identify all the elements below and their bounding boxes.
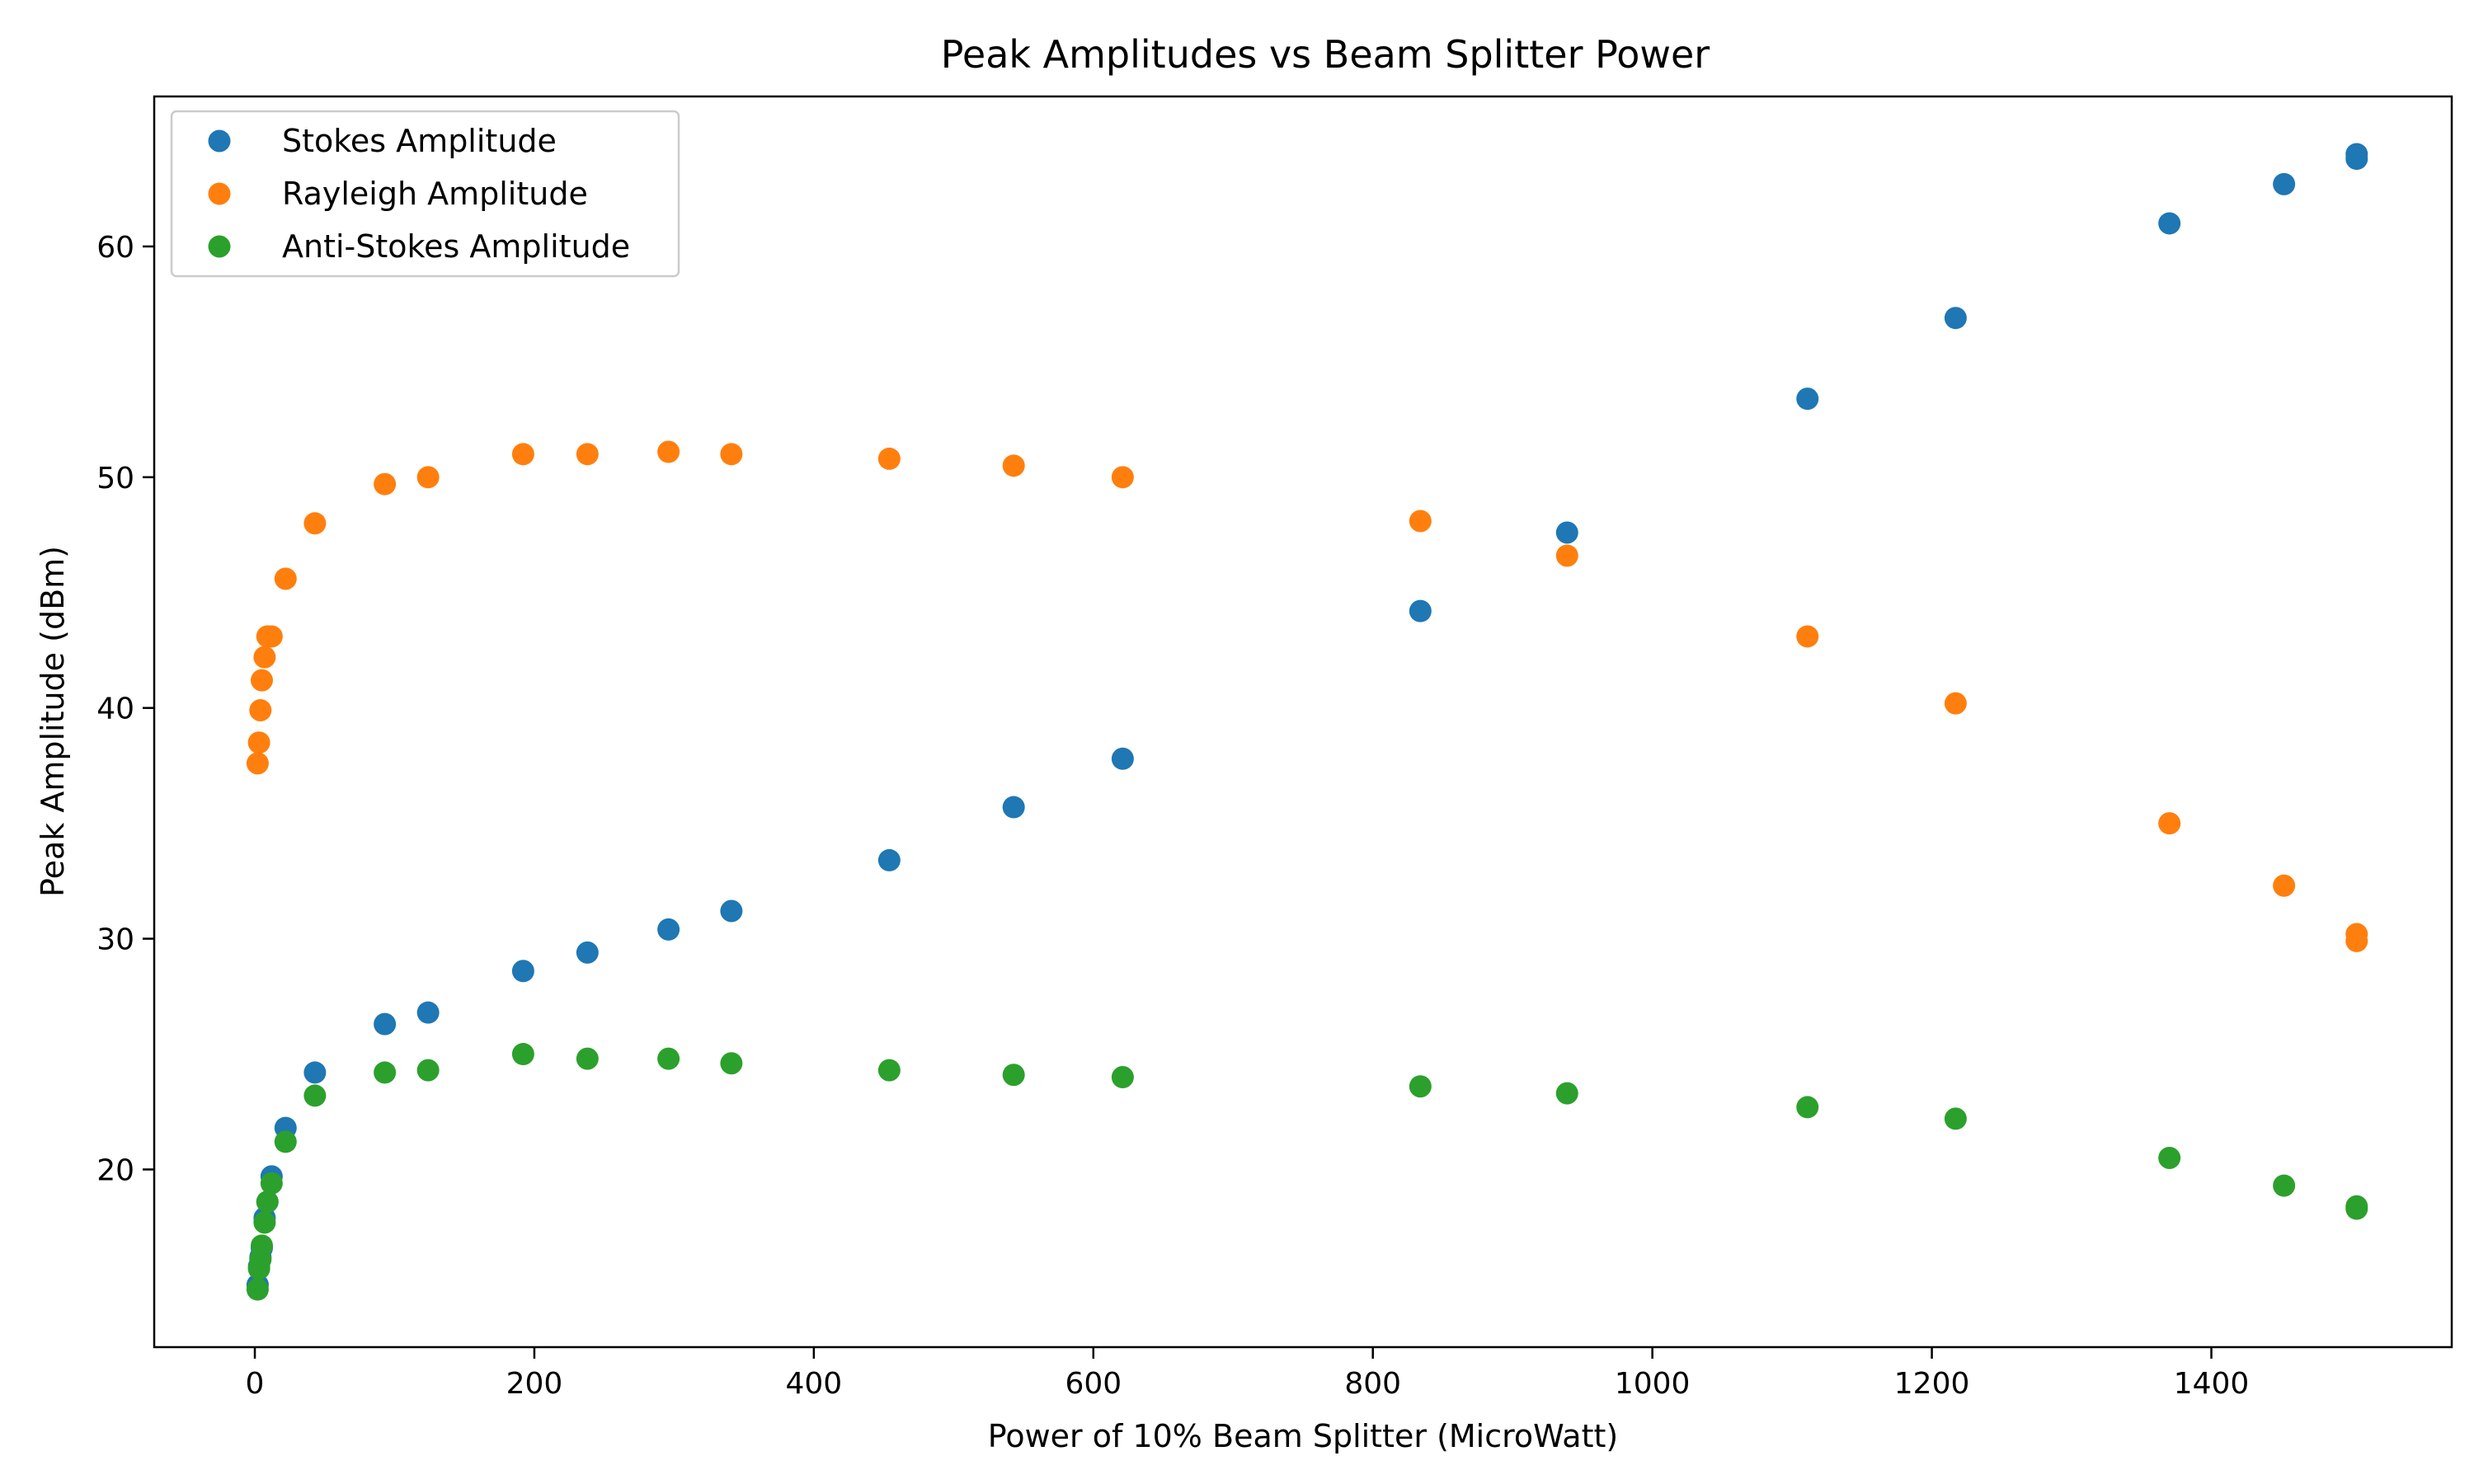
- data-point: [256, 1190, 279, 1214]
- x-tick-label: 0: [246, 1367, 265, 1401]
- data-point: [2345, 1197, 2368, 1220]
- data-point: [1944, 1107, 1967, 1130]
- y-tick-label: 30: [96, 923, 134, 957]
- data-point: [576, 941, 599, 964]
- data-point: [720, 1052, 743, 1075]
- data-point: [374, 1012, 397, 1036]
- data-point: [877, 848, 901, 871]
- legend-marker: [208, 182, 231, 205]
- data-point: [246, 1278, 269, 1301]
- data-point: [2158, 212, 2181, 235]
- x-tick-label: 1400: [2174, 1367, 2250, 1401]
- data-point: [720, 899, 743, 923]
- x-tick-label: 400: [786, 1367, 843, 1401]
- series-rayleigh-amplitude: [246, 440, 2368, 952]
- data-point: [1944, 307, 1967, 330]
- x-axis-ticks: 0 200 400 600 800 1000 1200 1400: [246, 1347, 2250, 1401]
- data-point: [249, 699, 272, 722]
- data-point: [1002, 796, 1025, 819]
- x-tick-label: 1200: [1894, 1367, 1970, 1401]
- data-point: [374, 472, 397, 495]
- data-point: [1002, 454, 1025, 477]
- data-point: [2158, 1146, 2181, 1169]
- data-point: [1796, 625, 1819, 648]
- data-point: [877, 447, 901, 470]
- legend-marker: [208, 235, 231, 258]
- plot-frame: [153, 95, 2453, 1349]
- legend-label: Anti-Stokes Amplitude: [282, 228, 630, 265]
- y-tick-label: 40: [96, 693, 134, 726]
- data-point: [274, 1130, 297, 1153]
- data-point: [303, 1084, 327, 1107]
- data-point: [1409, 510, 1432, 533]
- data-point: [1111, 747, 1134, 770]
- data-point: [2273, 172, 2296, 195]
- data-point: [274, 567, 297, 590]
- data-point: [250, 669, 273, 692]
- legend-label: Rayleigh Amplitude: [282, 176, 588, 212]
- y-axis-label: Peak Amplitude (dBm): [35, 546, 71, 897]
- data-point: [1002, 1064, 1025, 1087]
- data-point: [576, 1047, 599, 1070]
- legend-label: Stokes Amplitude: [282, 123, 557, 159]
- y-tick-label: 50: [96, 462, 134, 495]
- data-point: [1796, 1096, 1819, 1119]
- data-points: [246, 143, 2368, 1301]
- data-point: [1555, 544, 1578, 567]
- data-point: [720, 443, 743, 466]
- x-tick-label: 200: [506, 1367, 563, 1401]
- data-point: [253, 646, 276, 669]
- data-point: [250, 1234, 273, 1257]
- legend: Stokes Amplitude Rayleigh Amplitude Anti-S…: [170, 110, 680, 278]
- data-point: [2345, 148, 2368, 171]
- x-tick-label: 1000: [1615, 1367, 1691, 1401]
- data-point: [253, 1211, 276, 1234]
- legend-marker: [208, 129, 231, 153]
- data-point: [1111, 466, 1134, 489]
- y-axis-ticks: 20 30 40 50 60: [96, 231, 154, 1187]
- data-point: [657, 918, 680, 941]
- y-tick-label: 20: [96, 1153, 134, 1187]
- y-tick-label: 60: [96, 231, 134, 265]
- chart-title: Peak Amplitudes vs Beam Splitter Power: [941, 32, 1710, 77]
- data-point: [416, 1001, 440, 1024]
- data-point: [657, 440, 680, 463]
- data-point: [1111, 1066, 1134, 1089]
- data-point: [2273, 1174, 2296, 1197]
- data-point: [2345, 929, 2368, 952]
- x-tick-label: 800: [1344, 1367, 1401, 1401]
- series-anti-stokes-amplitude: [246, 1043, 2368, 1301]
- data-point: [1796, 387, 1819, 411]
- data-point: [416, 466, 440, 489]
- data-point: [246, 752, 269, 775]
- data-point: [303, 1061, 327, 1084]
- data-point: [511, 443, 534, 466]
- data-point: [2158, 812, 2181, 835]
- data-point: [1944, 692, 1967, 715]
- data-point: [1555, 521, 1578, 544]
- data-point: [1409, 1075, 1432, 1098]
- data-point: [511, 1043, 534, 1066]
- data-point: [260, 625, 283, 648]
- data-point: [416, 1059, 440, 1082]
- data-point: [1409, 599, 1432, 622]
- legend-box: [170, 110, 680, 278]
- x-axis-label: Power of 10% Beam Splitter (MicroWatt): [988, 1418, 1618, 1454]
- data-point: [2273, 874, 2296, 897]
- data-point: [576, 443, 599, 466]
- x-tick-label: 600: [1065, 1367, 1122, 1401]
- data-point: [374, 1061, 397, 1084]
- data-point: [303, 512, 327, 535]
- data-point: [877, 1059, 901, 1082]
- data-point: [1555, 1082, 1578, 1105]
- data-point: [260, 1172, 283, 1195]
- data-point: [657, 1047, 680, 1070]
- data-point: [511, 960, 534, 983]
- data-point: [247, 731, 270, 754]
